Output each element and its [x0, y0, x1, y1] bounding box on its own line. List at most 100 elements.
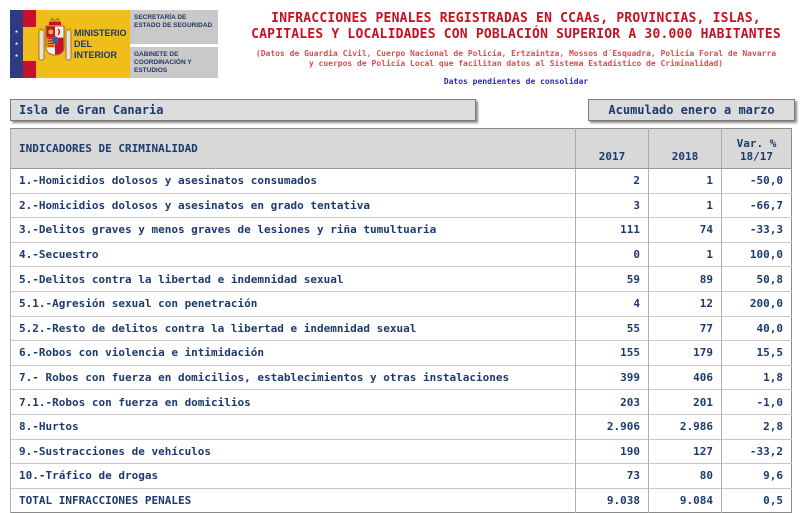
- value-2018: 2.986: [648, 413, 722, 440]
- star-icon: ★: [14, 28, 19, 35]
- value-2017: 73: [575, 463, 649, 489]
- indicator-label: 10.-Tráfico de drogas: [10, 463, 576, 489]
- value-variation: -33,3: [721, 217, 792, 243]
- ministerio-interior-logo: ★ ★ ★: [10, 10, 218, 78]
- table-row: 8.-Hurtos 2.906 2.986 2,8: [10, 413, 792, 440]
- value-variation: -1,0: [721, 389, 792, 415]
- report-subtitle: (Datos de Guardia Civil, Cuerpo Nacional…: [236, 49, 796, 69]
- table-row: 10.-Tráfico de drogas 73 80 9,6: [10, 463, 792, 489]
- value-variation: 100,0: [721, 241, 792, 267]
- value-2017: 155: [575, 340, 649, 366]
- spain-coat-of-arms-icon: [38, 17, 72, 61]
- gabinete-label: GABINETE DE COORDINACIÓN Y ESTUDIOS: [130, 47, 218, 78]
- table-row: 3.-Delitos graves y menos graves de lesi…: [10, 217, 792, 243]
- indicator-label: 5.-Delitos contra la libertad e indemnid…: [10, 266, 576, 292]
- value-2018: 1: [648, 241, 722, 267]
- crime-stats-table: INDICADORES DE CRIMINALIDAD 2017 2018 Va…: [10, 128, 792, 513]
- star-icon: ★: [14, 52, 19, 59]
- total-row: TOTAL INFRACCIONES PENALES 9.038 9.084 0…: [10, 487, 792, 513]
- value-2018: 406: [648, 364, 722, 390]
- table-row: 7.1.-Robos con fuerza en domicilios 203 …: [10, 389, 792, 415]
- period-selector[interactable]: Acumulado enero a marzo: [588, 99, 795, 121]
- indicator-label: 4.-Secuestro: [10, 241, 576, 267]
- value-2017: 2: [575, 168, 649, 194]
- indicator-label: 1.-Homicidios dolosos y asesinatos consu…: [10, 168, 576, 194]
- star-icon: ★: [14, 40, 19, 47]
- value-variation: 1,8: [721, 364, 792, 390]
- value-variation: 50,8: [721, 266, 792, 292]
- ministry-logo-yellow-box: MINISTERIO DEL INTERIOR: [36, 10, 130, 78]
- total-2017: 9.038: [575, 487, 649, 513]
- value-2017: 55: [575, 315, 649, 341]
- indicator-label: 9.-Sustracciones de vehículos: [10, 438, 576, 464]
- value-2017: 203: [575, 389, 649, 415]
- value-2018: 80: [648, 463, 722, 489]
- value-2017: 111: [575, 217, 649, 243]
- value-2017: 190: [575, 438, 649, 464]
- value-2017: 399: [575, 364, 649, 390]
- report-subtitle-line2: y cuerpos de Policía Local que facilitan…: [308, 59, 724, 68]
- value-variation: 2,8: [721, 413, 792, 440]
- spain-flag-band: [23, 10, 36, 78]
- report-title-line2: CAPITALES Y LOCALIDADES CON POBLACIÓN SU…: [251, 27, 781, 42]
- table-row: 5.2.-Resto de delitos contra la libertad…: [10, 315, 792, 341]
- total-2018: 9.084: [648, 487, 722, 513]
- value-2017: 3: [575, 192, 649, 218]
- logo-department-boxes: SECRETARÍA DE ESTADO DE SEGURIDAD GABINE…: [130, 10, 218, 78]
- value-variation: 40,0: [721, 315, 792, 341]
- column-header-variation: Var. % 18/17: [721, 128, 792, 169]
- value-2018: 74: [648, 217, 722, 243]
- value-2018: 12: [648, 290, 722, 317]
- ministry-name-line1: MINISTERIO: [74, 27, 127, 38]
- value-variation: 200,0: [721, 290, 792, 317]
- indicator-label: 7.- Robos con fuerza en domicilios, esta…: [10, 364, 576, 390]
- ministry-name-line2: DEL INTERIOR: [74, 38, 118, 60]
- table-row: 9.-Sustracciones de vehículos 190 127 -3…: [10, 438, 792, 464]
- value-2018: 1: [648, 168, 722, 194]
- value-2017: 4: [575, 290, 649, 317]
- indicator-label: 6.-Robos con violencia e intimidación: [10, 340, 576, 366]
- pending-consolidation-note: Datos pendientes de consolidar: [443, 77, 589, 86]
- column-header-2018: 2018: [648, 128, 722, 169]
- value-2018: 89: [648, 266, 722, 292]
- report-title-line1: INFRACCIONES PENALES REGISTRADAS EN CCAA…: [271, 11, 761, 26]
- table-row: 4.-Secuestro 0 1 100,0: [10, 241, 792, 267]
- territory-selector[interactable]: Isla de Gran Canaria: [10, 99, 476, 121]
- value-2017: 2.906: [575, 413, 649, 440]
- table-body: 1.-Homicidios dolosos y asesinatos consu…: [10, 168, 792, 489]
- indicator-label: 5.2.-Resto de delitos contra la libertad…: [10, 315, 576, 341]
- value-variation: 9,6: [721, 463, 792, 489]
- report-header: INFRACCIONES PENALES REGISTRADAS EN CCAA…: [236, 11, 796, 87]
- column-header-2017: 2017: [575, 128, 649, 169]
- report-title: INFRACCIONES PENALES REGISTRADAS EN CCAA…: [236, 11, 796, 43]
- flag-blue-band: ★ ★ ★: [10, 10, 23, 78]
- table-row: 5.1.-Agresión sexual con penetración 4 1…: [10, 290, 792, 317]
- total-label: TOTAL INFRACCIONES PENALES: [10, 487, 576, 513]
- value-2017: 0: [575, 241, 649, 267]
- value-variation: -66,7: [721, 192, 792, 218]
- table-row: 2.-Homicidios dolosos y asesinatos en gr…: [10, 192, 792, 218]
- table-header-row: INDICADORES DE CRIMINALIDAD 2017 2018 Va…: [10, 128, 792, 169]
- table-row: 1.-Homicidios dolosos y asesinatos consu…: [10, 168, 792, 194]
- value-2018: 77: [648, 315, 722, 341]
- value-2017: 59: [575, 266, 649, 292]
- table-row: 6.-Robos con violencia e intimidación 15…: [10, 340, 792, 366]
- value-2018: 201: [648, 389, 722, 415]
- table-row: 5.-Delitos contra la libertad e indemnid…: [10, 266, 792, 292]
- value-variation: -33,2: [721, 438, 792, 464]
- indicator-label: 2.-Homicidios dolosos y asesinatos en gr…: [10, 192, 576, 218]
- value-2018: 1: [648, 192, 722, 218]
- value-variation: 15,5: [721, 340, 792, 366]
- indicator-label: 5.1.-Agresión sexual con penetración: [10, 290, 576, 317]
- indicator-label: 8.-Hurtos: [10, 413, 576, 440]
- report-subtitle-line1: (Datos de Guardia Civil, Cuerpo Nacional…: [255, 49, 777, 58]
- table-row: 7.- Robos con fuerza en domicilios, esta…: [10, 364, 792, 390]
- value-2018: 127: [648, 438, 722, 464]
- ministry-name: MINISTERIO DEL INTERIOR: [74, 28, 128, 61]
- indicator-label: 7.1.-Robos con fuerza en domicilios: [10, 389, 576, 415]
- secretaria-estado-label: SECRETARÍA DE ESTADO DE SEGURIDAD: [130, 10, 218, 44]
- value-2018: 179: [648, 340, 722, 366]
- value-variation: -50,0: [721, 168, 792, 194]
- column-header-indicators: INDICADORES DE CRIMINALIDAD: [10, 128, 576, 169]
